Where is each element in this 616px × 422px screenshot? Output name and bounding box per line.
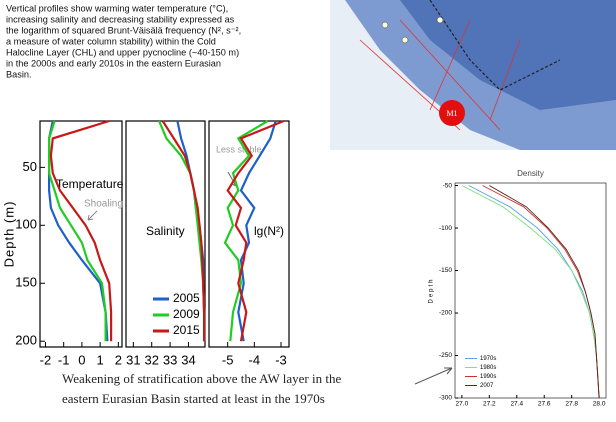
x-tick-label: 2: [115, 352, 122, 367]
y-tick-label: -250: [439, 352, 452, 359]
legend-label: 2015: [173, 323, 200, 337]
x-tick-label: 33: [163, 352, 177, 367]
x-tick-label: 27.2: [483, 401, 496, 408]
panel-label: lg(N²): [254, 224, 284, 238]
legend-label: 1980s: [480, 365, 496, 371]
caption-line: in the 2000s and early 2010s in the east…: [6, 58, 221, 68]
y-tick-label: -300: [439, 395, 452, 402]
x-tick-label: 27.8: [565, 401, 578, 408]
caption-line: increasing salinity and decreasing stabi…: [6, 14, 235, 24]
y-tick-label: 100: [15, 217, 37, 232]
y-tick-label: 50: [23, 159, 37, 174]
series-line: [49, 121, 107, 341]
y-axis-label: Depth: [429, 277, 435, 303]
caption-line: the logarithm of squared Brunt-Väisälä f…: [6, 25, 241, 35]
caption-line: a measure of water column stability) wit…: [6, 36, 216, 46]
slide: M1 Vertical profiles show warming water …: [0, 0, 616, 422]
x-tick-label: 28.0: [593, 401, 606, 408]
x-tick-label: 27.4: [510, 401, 523, 408]
map-marker-label: M1: [446, 109, 457, 118]
x-tick-label: 31: [126, 352, 140, 367]
annotation: Shoaling: [84, 199, 123, 210]
x-tick-label: -1: [58, 352, 70, 367]
map-station: [382, 22, 388, 28]
y-tick-label: 200: [15, 333, 37, 348]
plot-frame: [40, 121, 122, 347]
map-station: [402, 37, 408, 43]
series-line: [49, 121, 106, 341]
legend-label: 2009: [173, 307, 200, 321]
panel-label: Salinity: [146, 224, 185, 238]
y-tick-label: -150: [439, 267, 452, 274]
y-tick-label: -100: [439, 225, 452, 232]
legend-label: 1970s: [480, 356, 496, 362]
note-arrow: [415, 368, 452, 384]
legend-label: 2005: [173, 291, 200, 305]
legend-label: 1990s: [480, 374, 496, 380]
map: M1: [330, 0, 616, 150]
x-tick-label: 1: [97, 352, 104, 367]
caption-line: Vertical profiles show warming water tem…: [6, 3, 228, 13]
note-line: eastern Eurasian Basin started at least …: [62, 391, 325, 406]
x-tick-label: -4: [249, 352, 261, 367]
note-line: Weakening of stratification above the AW…: [62, 371, 341, 386]
legend-label: 2007: [480, 383, 494, 389]
x-tick-label: 27.6: [538, 401, 551, 408]
series-line: [51, 121, 111, 341]
y-axis-label: Depth (m): [1, 201, 16, 268]
x-tick-label: 27.0: [456, 401, 469, 408]
shoaling-arrow: [88, 211, 97, 220]
x-tick-label: -5: [222, 352, 234, 367]
x-tick-label: -2: [40, 352, 52, 367]
y-tick-label: -200: [439, 310, 452, 317]
caption: Vertical profiles show warming water tem…: [6, 3, 241, 79]
caption-line: Basin.: [6, 69, 32, 79]
x-tick-label: -3: [275, 352, 287, 367]
plot-frame: [455, 183, 606, 398]
panel-label: Temperature: [56, 177, 124, 191]
caption-line: Halocline Layer (CHL) and upper pycnocli…: [6, 47, 239, 57]
y-tick-label: -50: [443, 182, 453, 189]
chart-title: Density: [517, 169, 544, 178]
y-tick-label: 150: [15, 275, 37, 290]
map-station: [437, 17, 443, 23]
x-tick-label: 34: [181, 352, 195, 367]
x-tick-label: 32: [144, 352, 158, 367]
x-tick-label: 0: [78, 352, 85, 367]
annotation: Less stable: [216, 144, 262, 154]
